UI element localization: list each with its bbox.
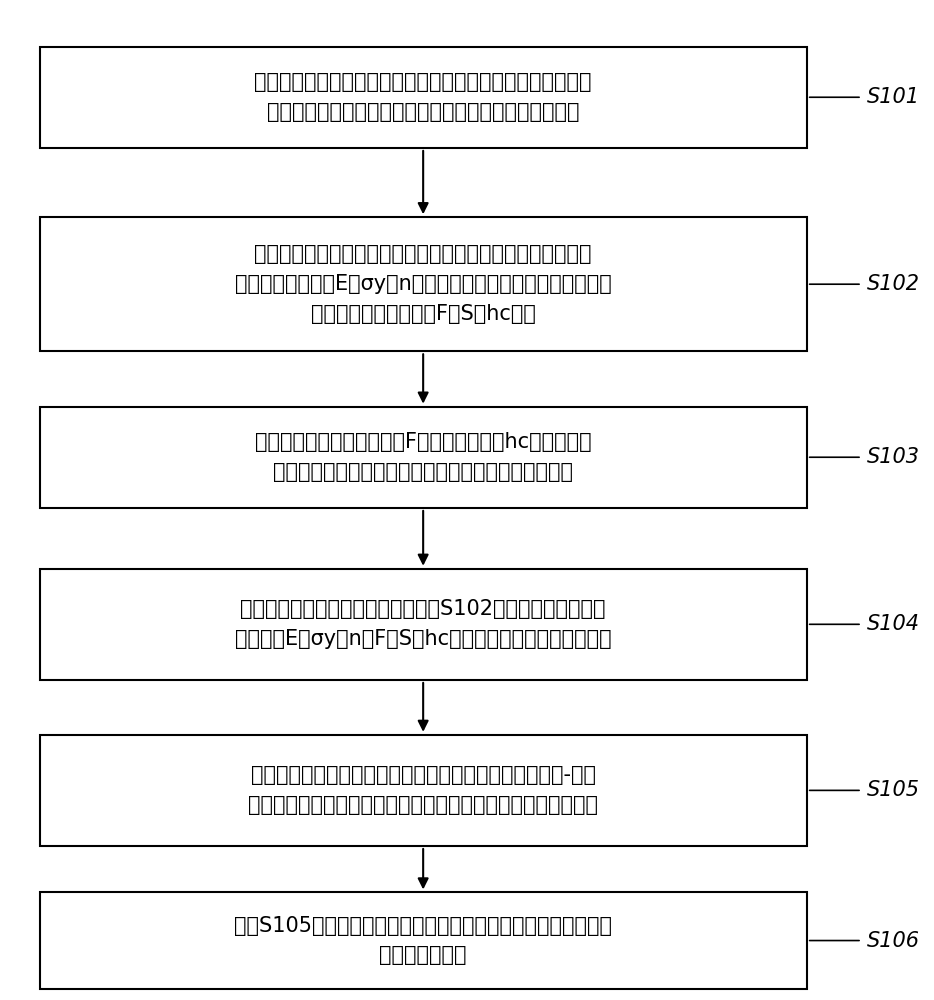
- Text: 基于S105确定的细观力学性能参数，建立表面梯度材料细观力学: 基于S105确定的细观力学性能参数，建立表面梯度材料细观力学: [234, 916, 612, 936]
- Text: 观力学性能参数（E，σy，n），结合所述的有限元模型计算其相: 观力学性能参数（E，σy，n），结合所述的有限元模型计算其相: [234, 274, 612, 294]
- Text: S102: S102: [867, 274, 919, 294]
- FancyBboxPatch shape: [39, 569, 807, 680]
- Text: S104: S104: [867, 614, 919, 634]
- Text: 沿试样表面不同纵深方向，结合纳米压痕试验，获得载荷-位移: 沿试样表面不同纵深方向，结合纳米压痕试验，获得载荷-位移: [250, 765, 596, 785]
- Text: 根据无量纲方程，选取预估及计算的S102中相应细微观力学性: 根据无量纲方程，选取预估及计算的S102中相应细微观力学性: [240, 599, 606, 619]
- FancyBboxPatch shape: [39, 407, 807, 508]
- Text: 通过二维建模、赋予材料属性、网格划分、施加边界条件等，: 通过二维建模、赋予材料属性、网格划分、施加边界条件等，: [254, 72, 592, 92]
- Text: 响应曲线，反推出表面梯度材料相应位置的细观力学性能参数；: 响应曲线，反推出表面梯度材料相应位置的细观力学性能参数；: [248, 795, 598, 815]
- Text: 应微观力学性能参数（F，S，hc）；: 应微观力学性能参数（F，S，hc）；: [311, 304, 535, 324]
- Text: S106: S106: [867, 931, 919, 951]
- FancyBboxPatch shape: [39, 735, 807, 846]
- FancyBboxPatch shape: [39, 47, 807, 148]
- FancyBboxPatch shape: [39, 892, 807, 989]
- Text: 能参数（E、σy、n、F、S、hc），建立无量纲函数关系式；: 能参数（E、σy、n、F、S、hc），建立无量纲函数关系式；: [234, 629, 612, 649]
- Text: 建立纳米压痕试验的有限元仿真模型，并验证其准确性；: 建立纳米压痕试验的有限元仿真模型，并验证其准确性；: [267, 102, 579, 122]
- Text: S103: S103: [867, 447, 919, 467]
- FancyBboxPatch shape: [39, 217, 807, 351]
- Text: 析，建立关于压头和被压材料相关参数的无量纲方程；: 析，建立关于压头和被压材料相关参数的无量纲方程；: [273, 462, 573, 482]
- Text: 基于数学建模，对施加载荷F和压痕接触深度hc进行量纲分: 基于数学建模，对施加载荷F和压痕接触深度hc进行量纲分: [255, 432, 591, 452]
- Text: 基于表面处理工艺及基体材料弹性模量，预估表面梯度材料细: 基于表面处理工艺及基体材料弹性模量，预估表面梯度材料细: [254, 244, 592, 264]
- Text: S101: S101: [867, 87, 919, 107]
- Text: 性能梯度曲线；: 性能梯度曲线；: [379, 945, 467, 965]
- Text: S105: S105: [867, 780, 919, 800]
